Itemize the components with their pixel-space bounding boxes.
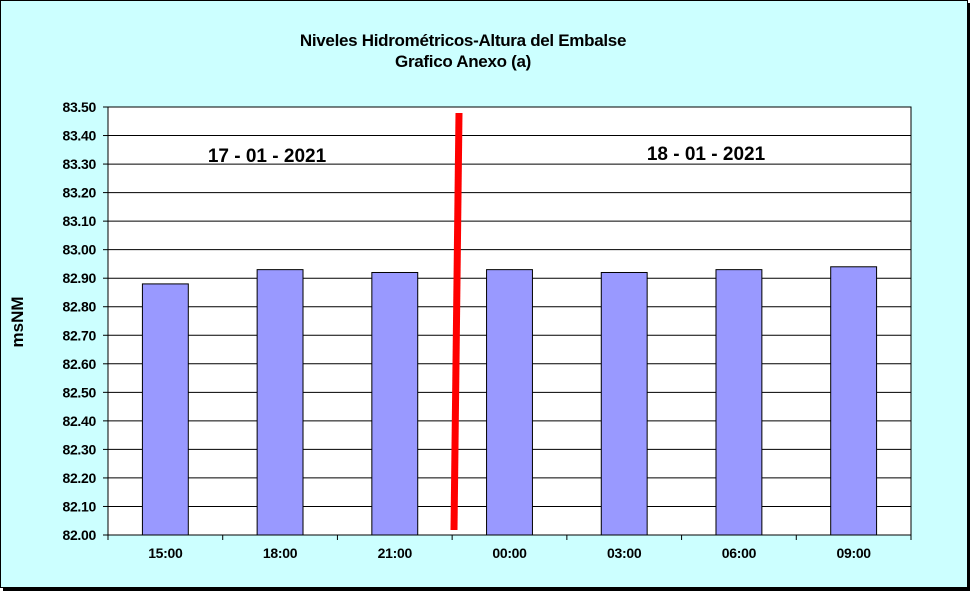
date-annotation-right: 18 - 01 - 2021 bbox=[647, 144, 766, 165]
y-tick-label: 83.10 bbox=[62, 213, 96, 229]
y-tick-label: 82.40 bbox=[62, 413, 96, 429]
bar-0600 bbox=[715, 269, 763, 536]
x-tick-label: 00:00 bbox=[492, 545, 527, 561]
y-tick-label: 83.00 bbox=[62, 242, 96, 258]
day-divider-line bbox=[450, 112, 463, 531]
x-tick-label: 03:00 bbox=[607, 545, 642, 561]
y-tick-label: 83.40 bbox=[62, 128, 96, 144]
y-tick-label: 82.80 bbox=[62, 299, 96, 315]
y-tick-label: 83.50 bbox=[62, 99, 96, 115]
x-tick-label: 21:00 bbox=[378, 545, 413, 561]
bar-0300 bbox=[600, 271, 648, 536]
y-tick-label: 82.70 bbox=[62, 327, 96, 343]
bar-0000 bbox=[486, 269, 533, 536]
y-tick-label: 83.20 bbox=[62, 185, 96, 201]
y-tick-label: 82.90 bbox=[62, 270, 96, 286]
y-tick-label: 82.20 bbox=[62, 470, 96, 486]
x-tick-labels: 15:00 18:00 21:00 00:00 03:00 06:00 09:00 bbox=[107, 535, 912, 561]
y-axis-label: msNM bbox=[8, 296, 27, 347]
bar-1800 bbox=[256, 269, 304, 536]
bar-1500 bbox=[141, 283, 189, 536]
chart-title: Niveles Hidrométricos-Altura del Embalse bbox=[300, 31, 626, 50]
y-tick-label: 82.60 bbox=[62, 356, 96, 372]
y-tick-label: 83.30 bbox=[62, 156, 96, 172]
x-tick-label: 18:00 bbox=[263, 545, 298, 561]
y-tick-label: 82.00 bbox=[62, 527, 96, 543]
x-tick-label: 09:00 bbox=[836, 545, 871, 561]
y-tick-label: 82.30 bbox=[62, 441, 96, 457]
bar-0900 bbox=[830, 266, 878, 536]
bar-2100 bbox=[371, 271, 419, 536]
y-tick-label: 82.10 bbox=[62, 498, 96, 514]
x-tick-label: 06:00 bbox=[722, 545, 757, 561]
y-tick-label: 82.50 bbox=[62, 384, 96, 400]
date-annotation-left: 17 - 01 - 2021 bbox=[208, 146, 327, 167]
x-tick-label: 15:00 bbox=[148, 545, 183, 561]
bars bbox=[141, 266, 878, 536]
y-tick-labels: 82.00 82.10 82.20 82.30 82.40 82.50 82.60 82.70… bbox=[62, 99, 96, 543]
chart-subtitle: Grafico Anexo (a) bbox=[395, 52, 531, 71]
